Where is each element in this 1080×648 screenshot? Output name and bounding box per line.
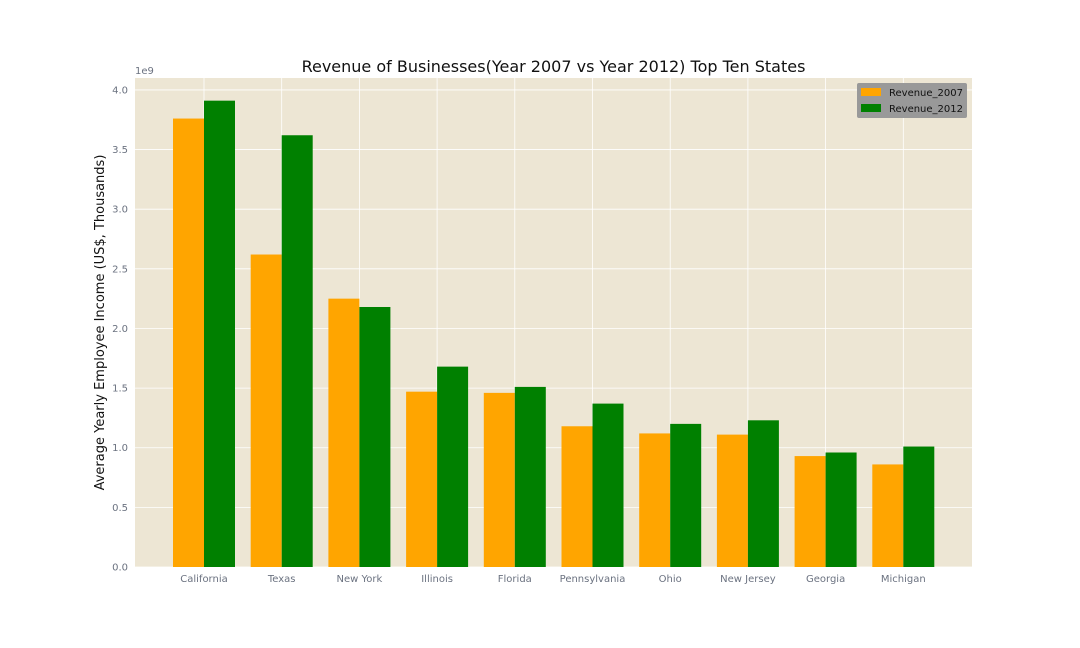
x-tick-label: Texas bbox=[267, 574, 296, 585]
bar-revenue-2012-florida bbox=[514, 386, 546, 567]
legend-swatch-revenue-2007 bbox=[861, 88, 881, 96]
y-offset-label: 1e9 bbox=[135, 66, 154, 77]
y-tick-label: 4.0 bbox=[112, 85, 128, 96]
x-tick-label: Pennsylvania bbox=[560, 574, 626, 585]
y-tick-label: 1.0 bbox=[112, 443, 128, 454]
y-tick-label: 0.0 bbox=[112, 563, 128, 574]
legend-label-revenue-2012: Revenue_2012 bbox=[889, 104, 963, 115]
y-tick-label: 2.5 bbox=[112, 264, 128, 275]
x-tick-labels: California Texas New York Illinois Florida Pe… bbox=[180, 574, 925, 585]
y-axis-label: Average Yearly Employee Income (US$, Tho… bbox=[93, 155, 108, 491]
bar-revenue-2007-georgia bbox=[794, 456, 826, 567]
x-tick-label: Georgia bbox=[806, 574, 845, 585]
bar-revenue-2012-georgia bbox=[825, 452, 857, 567]
y-tick-label: 3.0 bbox=[112, 205, 128, 216]
legend: Revenue_2007 Revenue_2012 bbox=[857, 83, 967, 118]
y-tick-label: 0.5 bbox=[112, 503, 128, 514]
chart-title: Revenue of Businesses(Year 2007 vs Year … bbox=[302, 57, 806, 76]
bars bbox=[173, 100, 935, 568]
y-tick-label: 3.5 bbox=[112, 145, 128, 156]
bar-revenue-2007-illinois bbox=[406, 391, 438, 567]
bar-revenue-2007-florida bbox=[483, 392, 515, 567]
legend-swatch-revenue-2012 bbox=[861, 104, 881, 112]
bar-revenue-2007-michigan bbox=[872, 464, 904, 567]
bar-revenue-2007-new-york bbox=[328, 298, 360, 567]
bar-revenue-2007-california bbox=[173, 118, 204, 568]
x-tick-label: Florida bbox=[498, 574, 532, 585]
legend-box bbox=[857, 83, 967, 118]
bar-revenue-2012-ohio bbox=[670, 423, 702, 567]
bar-revenue-2012-illinois bbox=[437, 366, 469, 567]
x-tick-label: Illinois bbox=[421, 574, 453, 585]
x-tick-label: California bbox=[180, 574, 228, 585]
bar-revenue-2012-pennsylvania bbox=[592, 403, 624, 567]
legend-label-revenue-2007: Revenue_2007 bbox=[889, 88, 963, 99]
bar-revenue-2007-new-jersey bbox=[716, 434, 748, 567]
bar-revenue-2012-michigan bbox=[903, 446, 935, 567]
bar-revenue-2007-pennsylvania bbox=[561, 426, 593, 567]
bar-revenue-2012-new-jersey bbox=[747, 420, 779, 567]
bar-revenue-2012-texas bbox=[281, 135, 313, 567]
y-tick-label: 1.5 bbox=[112, 384, 128, 395]
bar-revenue-2007-ohio bbox=[639, 433, 671, 567]
y-tick-labels: 0.0 0.5 1.0 1.5 2.0 2.5 3.0 3.5 4.0 bbox=[112, 85, 128, 573]
y-tick-label: 2.0 bbox=[112, 324, 128, 335]
bar-revenue-2007-texas bbox=[250, 254, 282, 567]
x-tick-label: New Jersey bbox=[720, 574, 776, 585]
x-tick-label: New York bbox=[337, 574, 383, 585]
bar-revenue-2012-california bbox=[204, 100, 235, 567]
bar-revenue-2012-new-york bbox=[359, 306, 391, 567]
x-tick-label: Ohio bbox=[659, 574, 682, 585]
x-tick-label: Michigan bbox=[881, 574, 926, 585]
